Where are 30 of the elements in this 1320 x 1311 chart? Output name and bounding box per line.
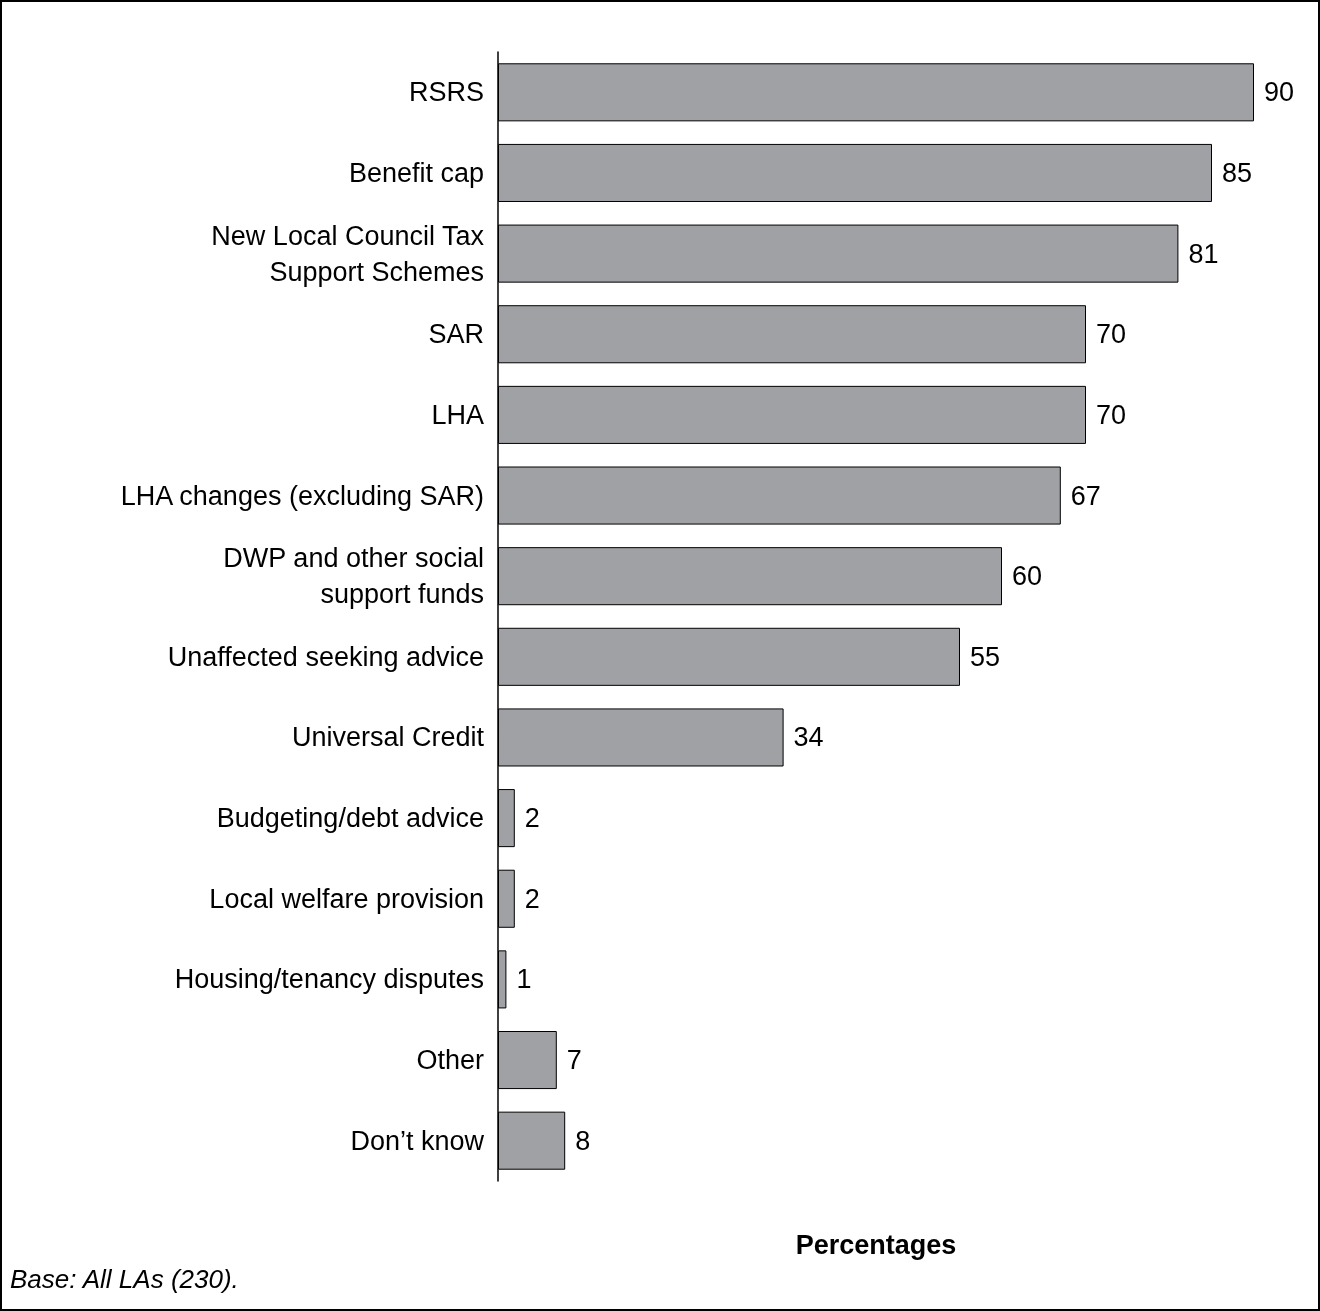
y-tick-label: LHA changes (excluding SAR): [120, 480, 484, 511]
y-tick-label: Housing/tenancy disputes: [174, 964, 484, 995]
data-label: 85: [1222, 157, 1253, 188]
data-label: 81: [1188, 238, 1219, 269]
data-label: 8: [575, 1125, 591, 1156]
y-tick-label: Unaffected seeking advice: [167, 641, 484, 672]
y-tick-label: Universal Credit: [291, 722, 485, 753]
y-tick-label: Don’t know: [350, 1125, 485, 1156]
data-label: 55: [970, 641, 1001, 672]
y-tick-label: New Local Council Tax Support Schemes: [211, 220, 485, 287]
data-label: 67: [1070, 480, 1101, 511]
x-axis-title: Percentages: [795, 1229, 957, 1260]
y-tick-label: RSRS: [408, 77, 484, 108]
text: Base: All LAs (230).: [10, 1264, 239, 1295]
y-tick-label: Other: [416, 1045, 484, 1076]
y-tick-label: LHA: [431, 399, 484, 430]
data-label: 60: [1012, 561, 1043, 592]
data-label: 2: [524, 883, 540, 914]
y-tick-label: Benefit cap: [348, 157, 484, 188]
data-label: 1: [516, 964, 532, 995]
data-label: 70: [1096, 319, 1127, 350]
data-label: 34: [793, 722, 824, 753]
y-tick-label: Local welfare provision: [209, 883, 484, 914]
data-label: 70: [1096, 399, 1127, 430]
y-tick-label: Budgeting/debt advice: [216, 803, 484, 834]
data-label: 7: [566, 1045, 582, 1076]
data-label: 2: [524, 803, 540, 834]
y-tick-label: SAR: [428, 319, 484, 350]
y-tick-label: DWP and other social support funds: [223, 543, 484, 610]
data-label: 90: [1264, 77, 1295, 108]
